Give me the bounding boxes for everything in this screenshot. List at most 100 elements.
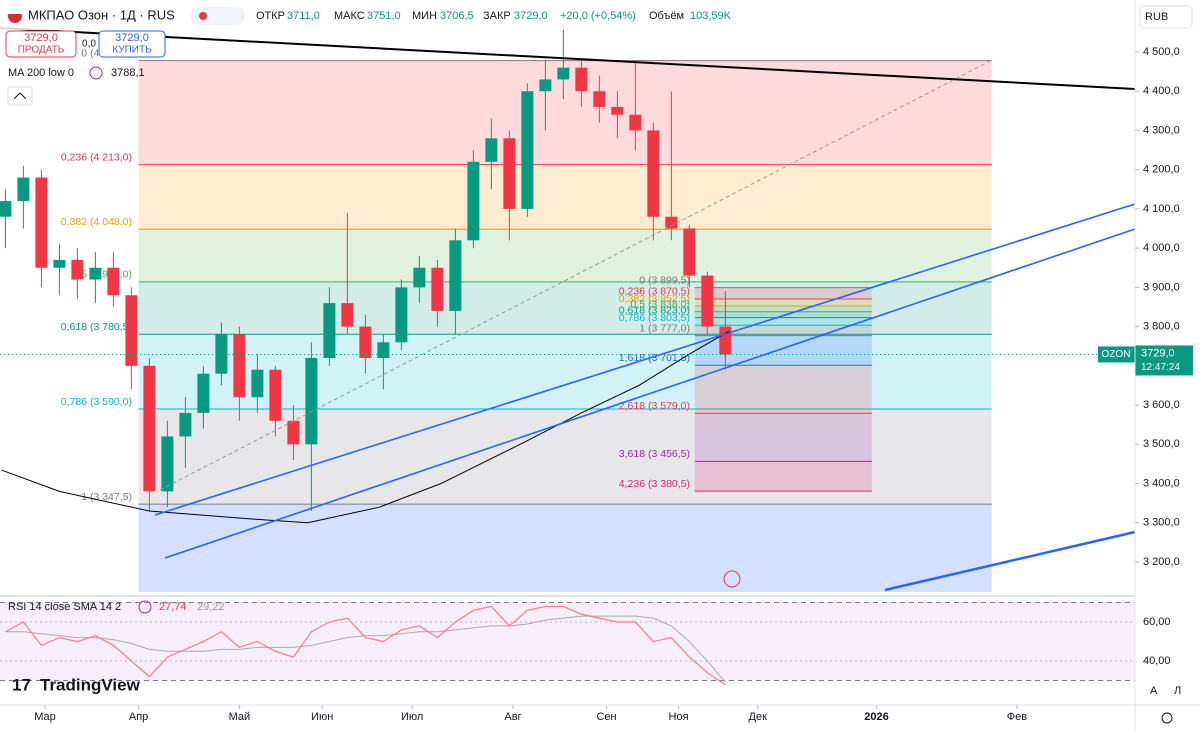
- logo-mark: 17: [12, 675, 31, 694]
- candle-body: [557, 67, 570, 80]
- y-tick-label: 3 400,0: [1143, 477, 1180, 489]
- sell-label: ПРОДАТЬ: [18, 45, 65, 56]
- fib-label: 0,382 (4 048,0): [61, 216, 132, 228]
- currency-button[interactable]: [1139, 5, 1193, 29]
- ohlc-label: ЗАКР: [483, 10, 511, 22]
- event-icon[interactable]: [723, 570, 741, 588]
- candle-body: [71, 259, 84, 280]
- logo: TradingView: [40, 675, 141, 694]
- x-tick-label: Авг: [504, 711, 521, 723]
- symbol-tag-text: OZON: [1102, 349, 1131, 360]
- buy-button[interactable]: [98, 30, 166, 58]
- volume: 103,59K: [690, 10, 732, 22]
- candle-body: [215, 334, 228, 374]
- y-tick-label: 4 500,0: [1143, 46, 1180, 58]
- fib-label: 0,786 (3 590,0): [61, 396, 132, 408]
- candle-body: [269, 369, 282, 421]
- fib-zone: [694, 306, 872, 312]
- candle-body: [251, 369, 264, 398]
- ohlc-label: ОТКР: [256, 10, 285, 22]
- candle-body: [17, 177, 30, 202]
- candle-body: [161, 436, 174, 492]
- fib-zone: [694, 325, 872, 336]
- scale-button[interactable]: Л: [1174, 685, 1181, 697]
- x-tick-label: Май: [229, 711, 251, 723]
- trendline: [0, 27, 1136, 90]
- ma-line: [1, 330, 730, 524]
- collapse-icon: [13, 92, 27, 100]
- ohlc-value: 3751,0: [367, 10, 401, 22]
- price-tag-value: 3729,0: [1141, 347, 1175, 359]
- candle-body: [323, 303, 336, 358]
- price-tag-timer: 12:47:24: [1141, 362, 1180, 373]
- fib-label: 1 (3 347,5): [81, 491, 132, 503]
- channel-line: [154, 203, 1136, 516]
- header-toggle[interactable]: [190, 7, 245, 25]
- rsi-icon: [138, 600, 152, 614]
- rsi-value: 27,74: [159, 601, 187, 613]
- ma-value: 3788,1: [111, 67, 145, 79]
- fib-zone: [694, 287, 872, 299]
- ohlc-value: 3706,5: [440, 10, 474, 22]
- rsi-ma-line: [5, 615, 726, 683]
- y-tick-label: 4 000,0: [1143, 242, 1180, 254]
- y-tick-label: 4 400,0: [1143, 85, 1180, 97]
- ohlc-value: 3711,0: [287, 10, 320, 22]
- x-tick-label: Апр: [129, 711, 148, 723]
- candle-body: [647, 130, 660, 217]
- fib-trend: [159, 59, 993, 491]
- fib-zone: [694, 413, 872, 462]
- y-tick-label: 4 200,0: [1143, 164, 1180, 176]
- candle-body: [359, 326, 372, 358]
- sell-button[interactable]: [5, 30, 77, 58]
- candle-body: [125, 295, 138, 366]
- rsi-legend: RSI 14 close SMA 14 2: [8, 601, 121, 613]
- candle-body: [431, 267, 444, 311]
- candle-body: [665, 216, 678, 229]
- candle-body: [593, 91, 606, 107]
- fib-zone: [138, 164, 992, 230]
- x-tick-label: Дек: [749, 711, 768, 723]
- y-tick-label: 3 300,0: [1143, 517, 1180, 529]
- rsi-tick-label: 40,00: [1143, 655, 1171, 667]
- channel-line: [164, 228, 1136, 559]
- candle-body: [395, 287, 408, 343]
- fib-label: 0,618 (3 823,0): [619, 304, 690, 316]
- fib-label: 0,236 (3 870,5): [619, 286, 690, 298]
- y-tick-label: 3 200,0: [1143, 556, 1180, 568]
- channel-line: [884, 530, 1136, 592]
- candle-body: [89, 267, 102, 280]
- y-tick-label: 4 300,0: [1143, 124, 1180, 136]
- settings-icon[interactable]: [1161, 712, 1173, 724]
- y-tick-label: 3 800,0: [1143, 321, 1180, 333]
- candle-body: [611, 106, 624, 115]
- fib-label: 0,5 (3 838,0): [630, 298, 690, 310]
- candle-body: [539, 79, 552, 92]
- symbol: МКПАО Озон · 1Д · RUS: [28, 7, 175, 22]
- flag: [8, 9, 22, 14]
- candle-body: [233, 334, 246, 398]
- fib-label: 4,236 (3 380,5): [619, 478, 690, 490]
- candle-body: [197, 373, 210, 413]
- y-tick-label: 3 900,0: [1143, 281, 1180, 293]
- buy-label: КУПИТЬ: [112, 45, 152, 56]
- fib-zone: [694, 317, 872, 326]
- fib-zone: [138, 408, 992, 505]
- candle-body: [701, 275, 714, 327]
- price-tag: [1135, 345, 1193, 376]
- candle-body: [521, 91, 534, 209]
- status-dot: [199, 12, 207, 20]
- sell-price: 3729,0: [24, 32, 58, 44]
- x-tick-label: Июн: [311, 711, 333, 723]
- y-tick-label: 3 500,0: [1143, 438, 1180, 450]
- candle-body: [413, 267, 426, 288]
- collapse-button[interactable]: [7, 86, 33, 106]
- rsi-band: [0, 602, 1135, 681]
- fib-label: 0,786 (3 803,5): [619, 312, 690, 324]
- candle-body: [53, 259, 66, 268]
- scale-button[interactable]: А: [1150, 685, 1158, 697]
- fib-extension: [138, 504, 992, 592]
- x-tick-label: Мар: [34, 711, 56, 723]
